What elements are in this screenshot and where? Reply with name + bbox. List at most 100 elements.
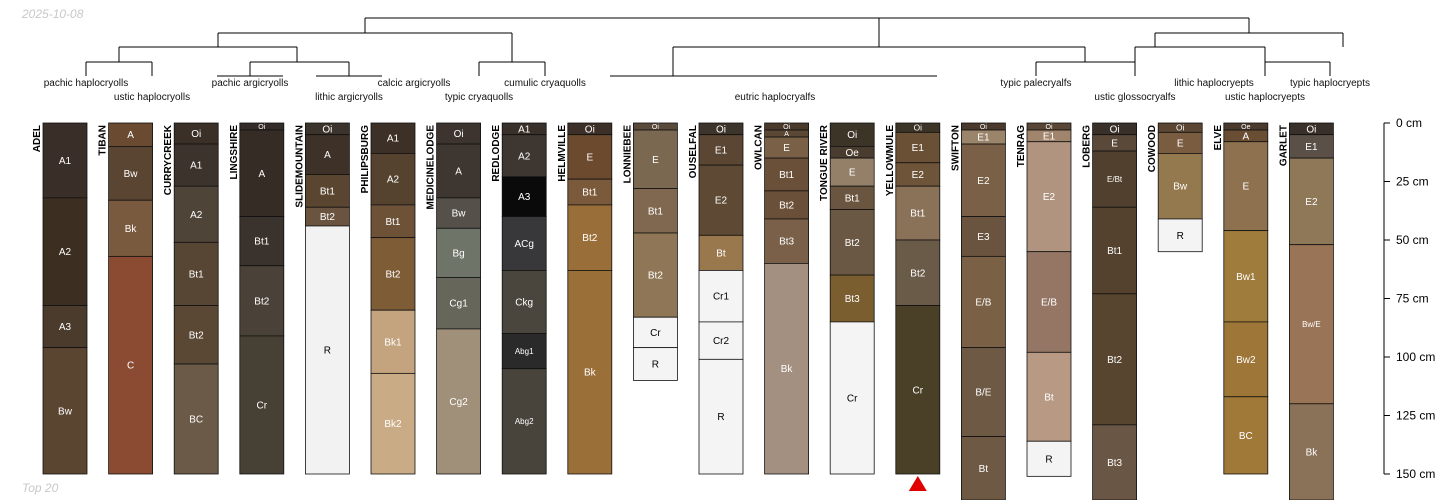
horizon-e: E: [764, 136, 809, 159]
horizon-a: A: [239, 129, 285, 218]
horizon-fill: [501, 333, 547, 370]
horizon-fill: [370, 122, 416, 154]
horizon-a1: A1: [370, 122, 416, 154]
horizon-fill: [895, 305, 941, 475]
horizon-oi: Oi: [304, 122, 350, 135]
horizon-label: Oi: [191, 129, 201, 140]
horizon-bt1: Bt1: [304, 174, 350, 208]
horizon-label: E: [783, 143, 790, 154]
profile-name: ADEL: [32, 125, 43, 152]
horizon-label: E: [1111, 138, 1118, 149]
horizon-oi: Oi: [1289, 122, 1334, 135]
horizon-label: Abg1: [515, 347, 534, 356]
profile-adel: ADEL A1 A2 A3 Bw: [32, 122, 88, 475]
horizon-fill: [173, 305, 219, 365]
horizon-fill: [239, 335, 285, 475]
horizon-label: Bt2: [1107, 355, 1122, 366]
horizon-e-b: E/B: [1026, 251, 1072, 353]
horizon-fill: [42, 122, 88, 199]
horizon-fill: [829, 157, 875, 187]
horizon-bt: Bt: [1026, 351, 1072, 442]
horizon-fill: [895, 131, 941, 164]
horizon-bt1: Bt1: [239, 216, 285, 267]
horizon-bw: Bw: [108, 145, 153, 201]
horizon-e-b: E/B: [961, 255, 1006, 349]
profile-name: TIBAN: [98, 125, 109, 156]
horizon-label: Oe: [1241, 124, 1250, 131]
horizon-fill: [764, 157, 809, 192]
marker-triangle: [908, 476, 927, 491]
taxon-label-calcic-argicryolls: calcic argicryolls: [378, 78, 451, 89]
horizon-fill: [698, 270, 744, 323]
horizon-fill: [1223, 321, 1269, 398]
horizon-label: Bt1: [779, 170, 794, 181]
horizon-bt1: Bt1: [173, 241, 219, 306]
horizon-fill: [961, 216, 1006, 257]
taxon-label-lithic-haplocryepts: lithic haplocryepts: [1174, 78, 1253, 89]
horizon-bt1: Bt1: [567, 178, 613, 206]
horizon-abg2: Abg2: [501, 368, 547, 475]
horizon-r: R: [1157, 218, 1203, 253]
horizon-e2: E2: [961, 143, 1006, 217]
horizon-label: Oi: [322, 124, 332, 135]
profile-name: TENRAG: [1016, 125, 1027, 167]
horizon-label: E: [586, 152, 593, 163]
horizon-bc: BC: [1223, 396, 1269, 475]
profile-name: MEDICINELODGE: [426, 125, 437, 210]
horizon-label: BC: [1239, 431, 1253, 442]
horizon-a2: A2: [173, 185, 219, 243]
horizon-e: E: [633, 129, 678, 189]
horizon-bk: Bk: [764, 262, 809, 475]
horizon-label: A1: [518, 124, 531, 135]
horizon-label: Bt1: [1107, 246, 1122, 257]
horizon-fill: [1092, 206, 1137, 295]
profile-cowood: COWOOD Oi E Bw R: [1147, 122, 1203, 253]
profile-redlodge: REDLODGE A1 A2 A3 ACg Ckg Abg1 Abg2: [491, 122, 547, 475]
horizon-e: E: [1223, 141, 1269, 232]
horizon-fill: [567, 270, 613, 475]
horizon-bt2: Bt2: [1092, 293, 1137, 426]
horizon-label: A2: [518, 151, 531, 162]
horizon-label: Bt3: [779, 237, 794, 248]
horizon-bt1: Bt1: [895, 185, 941, 241]
horizon-fill: [1289, 244, 1334, 405]
profile-medicinelodge: MEDICINELODGE Oi A Bw Bg Cg1 Cg2: [426, 122, 482, 475]
profile-name: ELVE: [1213, 125, 1224, 151]
horizon-label: Bt2: [910, 268, 925, 279]
horizon-cr2: Cr2: [698, 321, 744, 360]
horizon-label: E2: [977, 176, 990, 187]
horizon-oi: Oi: [567, 122, 613, 135]
horizon-label: Cr2: [713, 336, 730, 347]
horizon-fill: [436, 143, 482, 199]
horizon-e1: E1: [1289, 134, 1334, 159]
horizon-label: Oi: [847, 130, 857, 141]
horizon-label: Bw1: [1236, 272, 1256, 283]
profile-name: SLIDEMOUNTAIN: [294, 125, 305, 208]
horizon-acg: ACg: [501, 216, 547, 271]
horizon-label: B/E: [975, 388, 991, 399]
horizon-label: Bk: [125, 224, 138, 235]
horizon-cr1: Cr1: [698, 270, 744, 323]
horizon-label: A: [258, 169, 265, 180]
horizon-label: Bt2: [845, 238, 860, 249]
horizon-label: Bk: [781, 364, 794, 375]
taxon-label-lithic-argicryolls: lithic argicryolls: [315, 92, 383, 103]
horizon-oi: Oi: [895, 122, 941, 133]
taxon-label-typic-haplocryepts: typic haplocryepts: [1290, 78, 1370, 89]
horizon-label: Bw: [452, 209, 467, 220]
horizon-e: E: [829, 157, 875, 187]
horizon-e: E: [1092, 134, 1137, 152]
horizon-fill: [304, 174, 350, 208]
profile-name: GARLET: [1278, 125, 1289, 166]
profile-name: SWIFTON: [950, 125, 961, 171]
horizon-fill: [501, 270, 547, 335]
horizon-label: E: [849, 168, 856, 179]
horizon-label: Bt2: [254, 296, 269, 307]
axis-tick-label: 0 cm: [1396, 116, 1422, 130]
profile-name: YELLOWMULE: [885, 125, 896, 196]
horizon-bk1: Bk1: [370, 309, 416, 374]
horizon-abg1: Abg1: [501, 333, 547, 370]
horizon-label: Oi: [454, 129, 464, 140]
horizon-r: R: [698, 358, 744, 475]
